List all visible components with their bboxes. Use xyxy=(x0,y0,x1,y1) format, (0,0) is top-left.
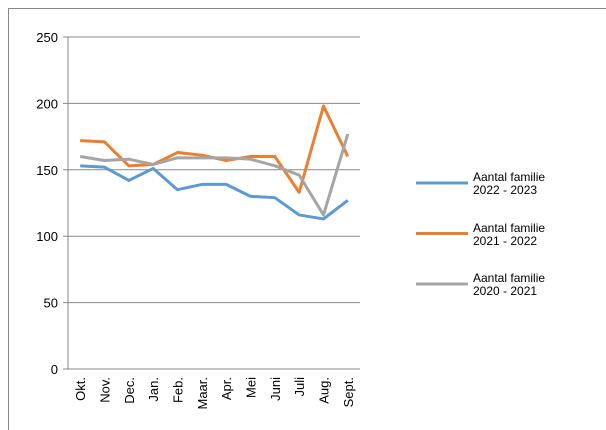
y-tick-label: 100 xyxy=(36,229,58,244)
x-tick-label: Juli xyxy=(292,377,307,397)
x-tick-label: Aug. xyxy=(317,377,332,404)
y-tick-label: 0 xyxy=(51,362,58,377)
x-tick-label: Sept. xyxy=(341,377,356,407)
x-tick-label: Feb. xyxy=(171,377,186,403)
y-tick-label: 50 xyxy=(44,296,58,311)
y-tick-label: 200 xyxy=(36,96,58,111)
x-tick-label: Juni xyxy=(268,377,283,401)
series-line xyxy=(80,104,350,194)
frame xyxy=(8,8,606,430)
legend-label: Aantal familie 2022 - 2023 xyxy=(473,170,546,197)
y-tick-label: 150 xyxy=(36,163,58,178)
x-tick-label: Mei xyxy=(244,377,259,398)
x-tick-label: Apr. xyxy=(219,377,234,400)
legend-label: Aantal familie 2021 - 2022 xyxy=(473,220,546,248)
x-tick-label: Okt. xyxy=(73,377,88,401)
x-tick-label: Dec. xyxy=(122,377,137,404)
x-tick-label: Jan. xyxy=(146,377,161,402)
series-line xyxy=(80,164,349,221)
series-line xyxy=(79,133,350,217)
legend-label: Aantal familie 2020 - 2021 xyxy=(473,271,546,298)
x-tick-label: Maar. xyxy=(195,377,210,410)
x-tick-label: Nov. xyxy=(98,377,113,403)
y-tick-label: 250 xyxy=(36,30,58,45)
